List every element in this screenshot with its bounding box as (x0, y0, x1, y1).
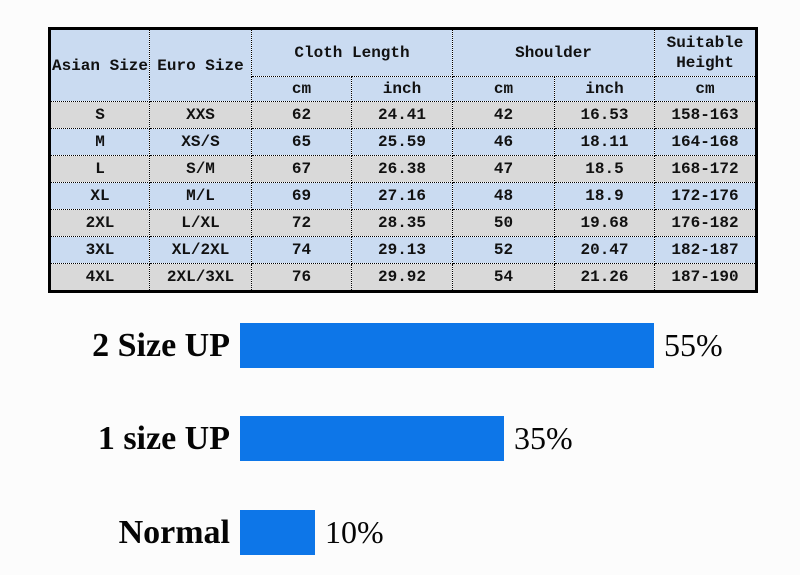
table-cell: 2XL (49, 209, 150, 237)
table-cell: XL (49, 182, 150, 210)
table-cell: 164-168 (654, 128, 757, 156)
table-cell: L/XL (149, 209, 252, 237)
table-cell: 42 (452, 101, 555, 129)
table-row-xl: XL M/L 69 27.16 48 18.9 172-176 (49, 182, 757, 210)
bar-normal (240, 510, 315, 555)
table-cell: 74 (251, 236, 352, 264)
bar-value-2-size-up: 55% (664, 327, 723, 363)
table-row-3xl: 3XL XL/2XL 74 29.13 52 20.47 182-187 (49, 236, 757, 264)
bar-label-1-size-up: 1 size UP (97, 420, 230, 457)
table-cell: 25.59 (351, 128, 453, 156)
table-cell: 21.26 (554, 263, 655, 292)
table-cell: 67 (251, 155, 352, 183)
table-cell: 76 (251, 263, 352, 292)
column-header-asian-size: Asian Size (49, 28, 150, 102)
table-cell: S/M (149, 155, 252, 183)
unit-header-cloth-inch: inch (351, 76, 453, 102)
table-cell: L (49, 155, 150, 183)
table-cell: 29.13 (351, 236, 453, 264)
table-cell: 2XL/3XL (149, 263, 252, 292)
table-cell: S (49, 101, 150, 129)
table-row-s: S XXS 62 24.41 42 16.53 158-163 (49, 101, 757, 129)
table-cell: 26.38 (351, 155, 453, 183)
table-cell: 65 (251, 128, 352, 156)
bar-label-2-size-up: 2 Size UP (92, 327, 230, 364)
table-cell: XL/2XL (149, 236, 252, 264)
table-cell: 176-182 (654, 209, 757, 237)
unit-header-cloth-cm: cm (251, 76, 352, 102)
bar-value-normal: 10% (325, 514, 384, 550)
table-cell: 29.92 (351, 263, 453, 292)
chart-row-normal: Normal 10% (0, 510, 800, 555)
bar-1-size-up (240, 416, 504, 461)
table-row-m: M XS/S 65 25.59 46 18.11 164-168 (49, 128, 757, 156)
column-header-euro-size: Euro Size (149, 28, 252, 102)
table-cell: 18.11 (554, 128, 655, 156)
table-cell: XXS (149, 101, 252, 129)
column-header-shoulder: Shoulder (452, 28, 655, 77)
unit-header-height-cm: cm (654, 76, 757, 102)
table-cell: M/L (149, 182, 252, 210)
table-cell: 18.9 (554, 182, 655, 210)
table-cell: 172-176 (654, 182, 757, 210)
table-cell: 168-172 (654, 155, 757, 183)
column-header-suitable-height: Suitable Height (654, 28, 757, 77)
table-cell: 46 (452, 128, 555, 156)
table-row-l: L S/M 67 26.38 47 18.5 168-172 (49, 155, 757, 183)
table-row-4xl: 4XL 2XL/3XL 76 29.92 54 21.26 187-190 (49, 263, 757, 292)
chart-row-2-size-up: 2 Size UP 55% (0, 323, 800, 368)
table-cell: 50 (452, 209, 555, 237)
table-cell: 54 (452, 263, 555, 292)
table-cell: 52 (452, 236, 555, 264)
table-cell: 72 (251, 209, 352, 237)
table-cell: 16.53 (554, 101, 655, 129)
table-cell: 24.41 (351, 101, 453, 129)
table-cell: 158-163 (654, 101, 757, 129)
unit-header-shoulder-cm: cm (452, 76, 555, 102)
bar-value-1-size-up: 35% (514, 420, 573, 456)
unit-header-shoulder-inch: inch (554, 76, 655, 102)
table-row-2xl: 2XL L/XL 72 28.35 50 19.68 176-182 (49, 209, 757, 237)
table-cell: 3XL (49, 236, 150, 264)
column-header-cloth-length: Cloth Length (251, 28, 453, 77)
table-cell: 62 (251, 101, 352, 129)
table-cell: XS/S (149, 128, 252, 156)
table-cell: 19.68 (554, 209, 655, 237)
size-chart-table: Asian Size Euro Size Cloth Length Should… (48, 27, 758, 293)
table-cell: 18.5 (554, 155, 655, 183)
table-cell: 4XL (49, 263, 150, 292)
table-cell: 182-187 (654, 236, 757, 264)
table-cell: 28.35 (351, 209, 453, 237)
bar-2-size-up (240, 323, 654, 368)
table-cell: 48 (452, 182, 555, 210)
table-cell: 69 (251, 182, 352, 210)
chart-row-1-size-up: 1 size UP 35% (0, 416, 800, 461)
table-cell: 47 (452, 155, 555, 183)
table-cell: M (49, 128, 150, 156)
table-cell: 20.47 (554, 236, 655, 264)
bar-label-normal: Normal (118, 514, 230, 551)
table-cell: 187-190 (654, 263, 757, 292)
table-cell: 27.16 (351, 182, 453, 210)
